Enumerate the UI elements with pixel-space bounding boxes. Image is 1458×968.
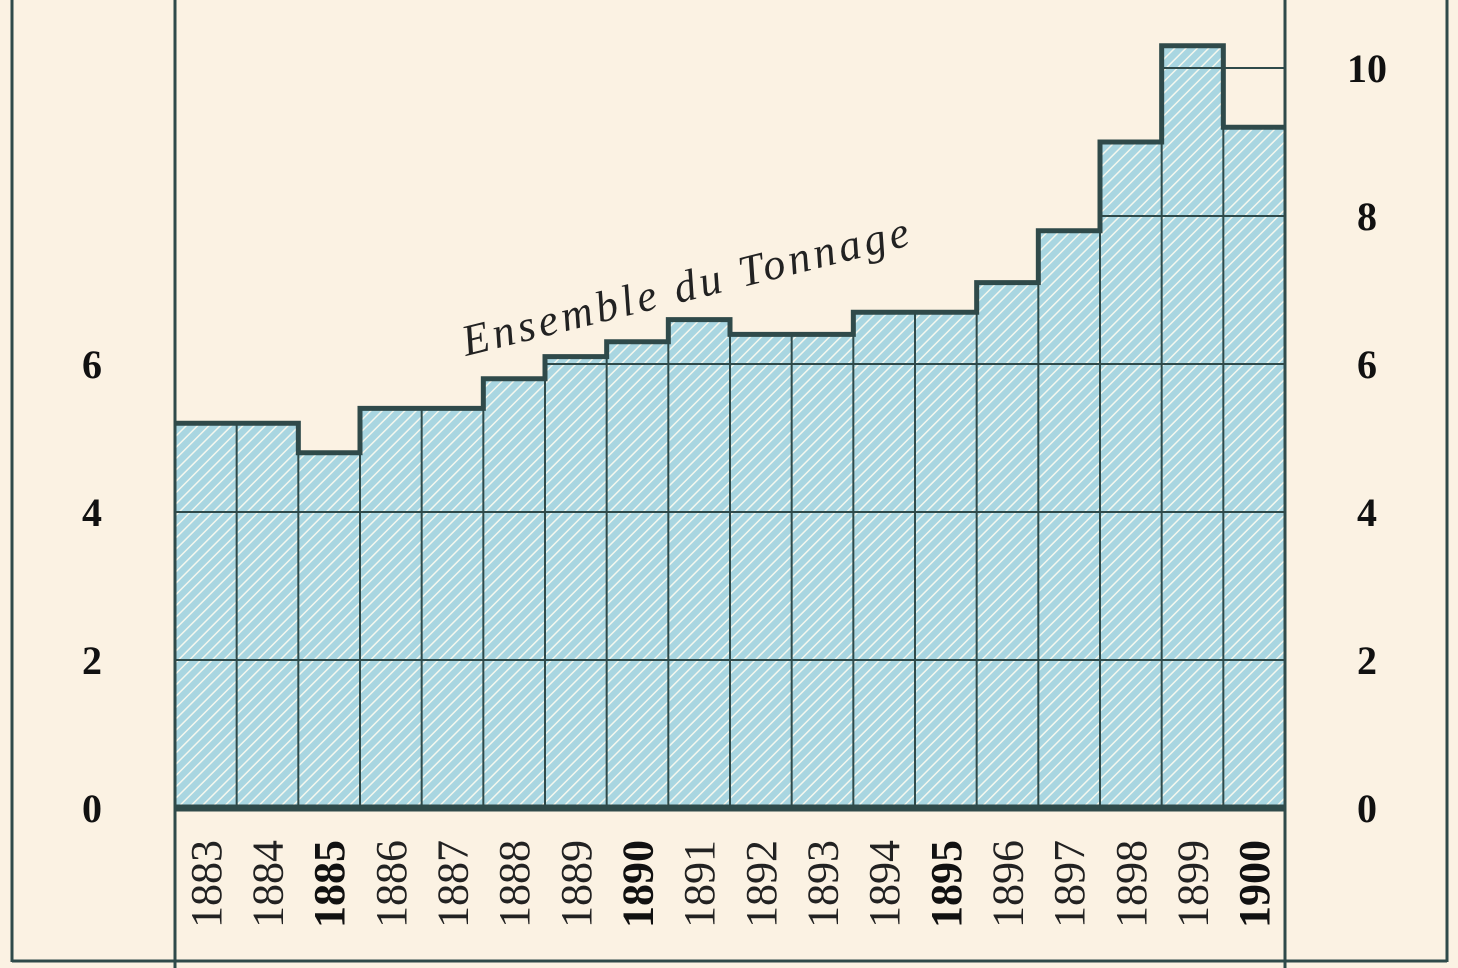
year-label-1889: 1889 xyxy=(552,840,601,928)
bar-1883 xyxy=(175,423,237,808)
right-tick-label: 8 xyxy=(1357,194,1377,239)
bar-1894 xyxy=(853,312,915,808)
year-label-1886: 1886 xyxy=(367,840,416,928)
right-tick-label: 10 xyxy=(1347,46,1387,91)
bar-1889 xyxy=(545,356,607,808)
bar-1895 xyxy=(915,312,977,808)
right-tick-label: 6 xyxy=(1357,342,1377,387)
bar-1899 xyxy=(1161,45,1224,809)
year-label-1898: 1898 xyxy=(1107,840,1156,928)
bar-1896 xyxy=(976,282,1039,809)
year-label-1887: 1887 xyxy=(429,840,478,928)
bar-1898 xyxy=(1100,142,1162,808)
left-tick-label: 6 xyxy=(82,342,102,387)
left-tick-label: 2 xyxy=(82,638,102,683)
year-label-1894: 1894 xyxy=(860,840,909,928)
tonnage-step-line xyxy=(175,43,1285,456)
bar-1893 xyxy=(791,334,854,808)
year-label-1895: 1895 xyxy=(922,840,971,928)
year-label-1900: 1900 xyxy=(1230,840,1279,928)
year-label-1897: 1897 xyxy=(1045,840,1094,928)
year-label-1891: 1891 xyxy=(675,840,724,928)
bar-1890 xyxy=(606,341,669,808)
left-tick-label: 4 xyxy=(82,490,102,535)
bar-1886 xyxy=(360,408,422,808)
year-label-1885: 1885 xyxy=(305,840,354,928)
year-label-1896: 1896 xyxy=(984,840,1033,928)
bar-1885 xyxy=(298,452,360,808)
bar-1900 xyxy=(1223,127,1285,808)
bar-1884 xyxy=(236,423,299,808)
year-label-1884: 1884 xyxy=(244,840,293,928)
bar-1888 xyxy=(483,378,545,808)
year-label-1888: 1888 xyxy=(490,840,539,928)
year-label-1892: 1892 xyxy=(737,840,786,928)
right-tick-label: 2 xyxy=(1357,638,1377,683)
year-label-1883: 1883 xyxy=(182,840,231,928)
bar-1891 xyxy=(668,319,730,808)
left-tick-label: 0 xyxy=(82,786,102,831)
year-label-1893: 1893 xyxy=(799,840,848,928)
right-tick-label: 0 xyxy=(1357,786,1377,831)
year-label-1890: 1890 xyxy=(614,840,663,928)
year-label-1899: 1899 xyxy=(1169,840,1218,928)
bar-1897 xyxy=(1038,230,1100,809)
bar-1887 xyxy=(421,408,484,808)
bar-1892 xyxy=(730,334,792,808)
right-tick-label: 4 xyxy=(1357,490,1377,535)
